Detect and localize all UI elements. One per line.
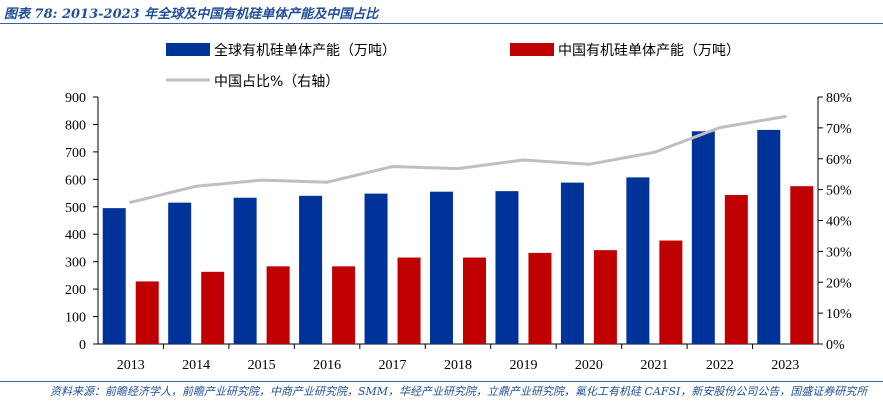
legend-label-global: 全球有机硅单体产能（万吨） [214,42,396,59]
right-tick-label: 50% [826,184,852,199]
bar-china [201,271,225,344]
bar-global [102,208,126,344]
x-tick-label: 2014 [182,358,210,373]
x-tick-label: 2021 [640,358,668,373]
chart: 全球有机硅单体产能（万吨） 中国有机硅单体产能（万吨） 中国占比%（右轴） 0 1… [65,42,852,373]
bar-global [757,129,781,344]
bar-china [332,266,356,344]
bar-china [463,257,486,344]
source-rule [0,381,883,382]
bar-global [233,197,257,344]
share-point [783,114,787,118]
share-point [325,180,329,184]
right-tick-label: 10% [826,307,852,322]
bar-china [593,250,617,344]
left-tick-label: 300 [65,256,86,271]
legend-label-china: 中国有机硅单体产能（万吨） [558,43,740,59]
share-point [456,167,460,171]
right-tick-label: 40% [826,215,852,230]
left-tick-label: 800 [65,118,86,133]
right-tick-label: 20% [826,276,852,291]
legend-swatch-china [510,43,554,56]
share-point [718,126,722,130]
plot-area: 0 100 200 300 400 500 600 700 800 900 0% 10% 20% 30% 4… [65,91,852,373]
share-point [391,164,395,168]
bar-china [135,281,159,344]
right-tick-label: 80% [826,91,852,106]
left-tick-label: 0 [79,338,86,353]
bar-global [299,195,323,344]
share-point [129,200,133,204]
left-tick-label: 900 [65,91,86,106]
bar-china [266,266,290,344]
x-tick-label: 2015 [248,358,276,373]
x-tick-label: 2019 [509,358,537,373]
x-tick-label: 2020 [575,358,603,373]
share-point [194,184,198,188]
bar-china [528,252,552,344]
legend-label-share: 中国占比%（右轴） [214,74,339,90]
x-tick-label: 2016 [313,358,341,373]
x-tick-label: 2018 [444,358,472,373]
x-tick-label: 2022 [706,358,734,373]
right-tick-label: 60% [826,153,852,168]
bar-global [364,193,388,344]
bar-global [430,191,453,344]
figure-title: 图表 78: 2013-2023 年全球及中国有机硅单体产能及中国占比 [4,7,379,21]
share-point [260,178,264,182]
legend-swatch-global [166,43,210,56]
bar-china [724,194,748,344]
bar-global [691,131,715,344]
bar-china [659,240,683,344]
share-point [587,162,591,166]
share-point [521,158,525,162]
title-rule [0,23,883,24]
source-note: 资料来源：前瞻经济学人，前瞻产业研究院，中商产业研究院，SMM，华经产业研究院，… [50,385,868,398]
bar-china [790,186,814,344]
share-point [652,150,656,154]
left-tick-label: 700 [65,146,86,161]
x-tick-label: 2013 [117,358,145,373]
left-tick-label: 100 [65,311,86,326]
left-tick-label: 500 [65,201,86,216]
right-tick-label: 70% [826,122,852,137]
left-tick-label: 200 [65,283,86,298]
bar-global [626,177,650,344]
x-tick-label: 2023 [771,358,799,373]
right-tick-label: 30% [826,245,852,260]
share-line [130,115,786,204]
left-tick-label: 600 [65,173,86,188]
bar-global [495,191,519,344]
legend: 全球有机硅单体产能（万吨） 中国有机硅单体产能（万吨） 中国占比%（右轴） [166,42,740,90]
right-tick-label: 0% [826,338,845,353]
x-tick-label: 2017 [379,358,407,373]
left-tick-label: 400 [65,228,86,243]
bar-global [168,202,192,344]
bar-global [560,182,584,344]
bar-china [397,257,421,344]
